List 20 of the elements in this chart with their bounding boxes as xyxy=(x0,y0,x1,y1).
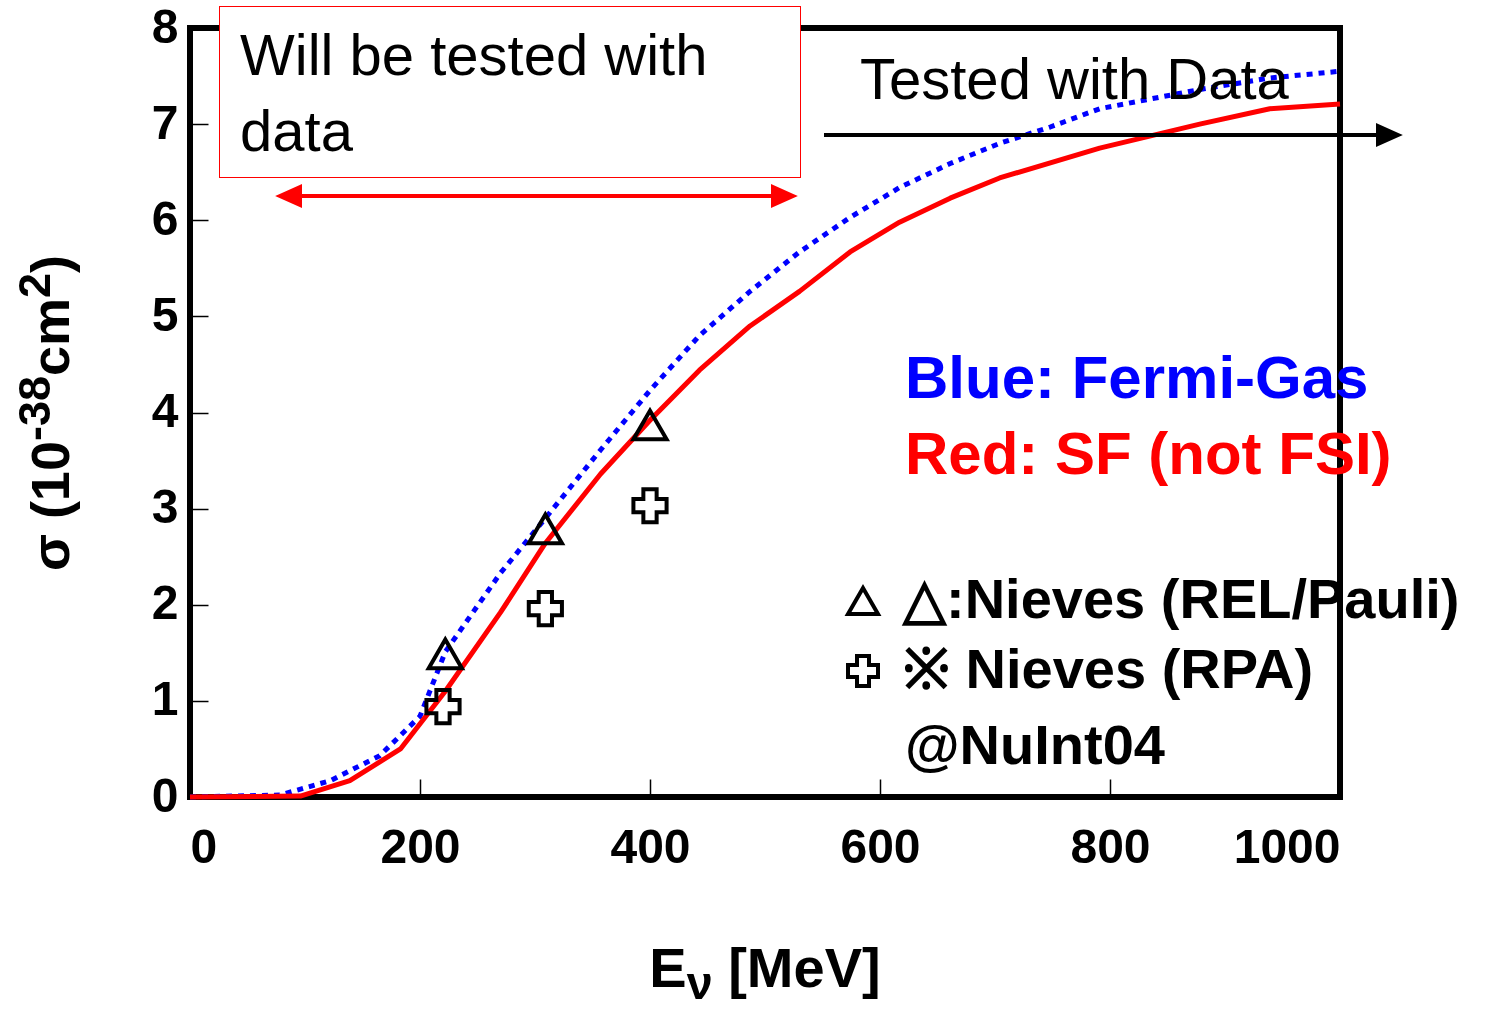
y-tick-label: 8 xyxy=(151,0,179,53)
y-tick-label: 3 xyxy=(151,480,179,534)
x-tick-label: 400 xyxy=(610,819,691,873)
y-tick-label: 0 xyxy=(151,768,179,822)
y-tick-label: 5 xyxy=(151,287,179,341)
x-tick-label: 600 xyxy=(840,819,921,873)
legend-label: ※ Nieves (RPA) xyxy=(903,637,1314,700)
y-tick-label: 1 xyxy=(151,672,179,726)
x-tick-label: 800 xyxy=(1070,819,1151,873)
annotation: Will be tested with data xyxy=(219,6,801,178)
x-axis-title: E$_{ν}$ [MeV] xyxy=(648,935,882,1010)
annotation: Tested with Data xyxy=(860,45,1289,112)
x-tick-label: 0 xyxy=(190,819,218,873)
y-tick-label: 6 xyxy=(151,191,179,245)
y-tick-label: 7 xyxy=(151,95,179,149)
x-tick-label: 200 xyxy=(380,819,461,873)
x-tick-label: 1000 xyxy=(1233,819,1341,873)
y-tick-label: 2 xyxy=(151,576,179,630)
annotation: @NuInt04 xyxy=(905,712,1165,777)
y-tick-label: 4 xyxy=(151,384,179,437)
